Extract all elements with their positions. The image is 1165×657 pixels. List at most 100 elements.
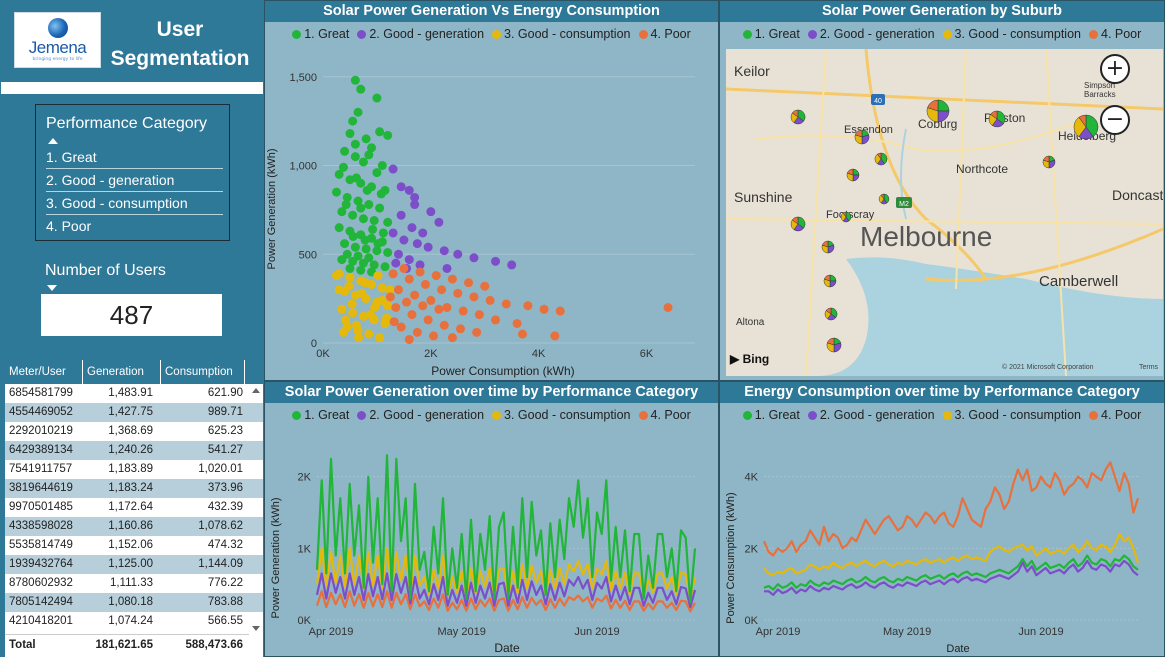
pie-slice[interactable] (852, 174, 860, 182)
slicer-item-good-generation[interactable]: 2. Good - generation (46, 169, 223, 192)
scatter-point[interactable] (393, 249, 403, 259)
pie-slice[interactable] (1042, 155, 1050, 163)
scatter-point[interactable] (372, 168, 382, 178)
suburb-pie[interactable] (1042, 155, 1056, 169)
scatter-point[interactable] (404, 274, 414, 284)
pie-slice[interactable] (1078, 114, 1087, 128)
scatter-chart[interactable]: Power Generation (kWh) Power Consumption… (265, 49, 718, 379)
pie-slice[interactable] (852, 168, 860, 176)
legend-item[interactable]: 4. Poor (638, 408, 691, 422)
scatter-point[interactable] (439, 320, 449, 330)
zoom-in-button[interactable]: + (1100, 54, 1130, 84)
suburb-pie[interactable] (790, 216, 806, 232)
scatter-point[interactable] (350, 139, 360, 149)
scatter-point[interactable] (345, 272, 355, 282)
scatter-point[interactable] (388, 228, 398, 238)
suburb-pie[interactable] (878, 193, 890, 205)
scatter-point[interactable] (377, 161, 387, 170)
scatter-point[interactable] (373, 271, 383, 281)
table-row[interactable]: 7541911757 1,183.89 1,020.01 (5, 460, 263, 479)
scatter-point[interactable] (369, 216, 379, 226)
scatter-point[interactable] (380, 262, 390, 272)
table-row[interactable]: 8780602932 1,111.33 776.22 (5, 574, 263, 593)
scatter-point[interactable] (348, 210, 358, 220)
table-row[interactable]: 1939432764 1,125.00 1,144.09 (5, 555, 263, 574)
legend-item[interactable]: 2. Good - generation (357, 408, 484, 422)
series-line[interactable] (315, 454, 697, 604)
scatter-point[interactable] (439, 246, 449, 256)
scatter-point[interactable] (469, 292, 479, 302)
scatter-point[interactable] (426, 295, 436, 305)
scatter-point[interactable] (404, 185, 414, 195)
suburb-pie[interactable] (1073, 114, 1099, 140)
scatter-point[interactable] (410, 200, 420, 210)
scatter-point[interactable] (418, 301, 428, 311)
scatter-point[interactable] (353, 196, 363, 206)
column-header-meter[interactable]: Meter/User (5, 360, 83, 384)
scatter-point[interactable] (357, 288, 367, 298)
scatter-point[interactable] (340, 239, 350, 249)
slicer-item-good-consumption[interactable]: 3. Good - consumption (46, 192, 223, 215)
scatter-point[interactable] (368, 224, 378, 234)
pie-slice[interactable] (854, 129, 863, 138)
scatter-point[interactable] (338, 327, 348, 337)
scatter-point[interactable] (437, 285, 447, 295)
scatter-point[interactable] (447, 274, 457, 284)
scatter-point[interactable] (358, 214, 368, 224)
suburb-pie[interactable] (826, 337, 842, 353)
zoom-out-button[interactable]: − (1100, 105, 1130, 135)
pie-slice[interactable] (880, 193, 885, 200)
scatter-point[interactable] (383, 247, 393, 257)
scatter-point[interactable] (361, 244, 371, 254)
slicer-item-great[interactable]: 1. Great (46, 146, 223, 169)
scatter-point[interactable] (393, 285, 403, 295)
legend-item[interactable]: 2. Good - generation (357, 27, 484, 41)
scatter-point[interactable] (517, 329, 527, 339)
suburb-map[interactable]: 40 M2 Keilor Essendon Coburg Preston Hei… (726, 49, 1163, 376)
scatter-point[interactable] (351, 173, 361, 183)
pie-slice[interactable] (927, 99, 939, 112)
pie-slice[interactable] (937, 99, 950, 112)
scatter-point[interactable] (399, 235, 409, 245)
scatter-point[interactable] (354, 333, 364, 343)
suburb-pie[interactable] (874, 152, 888, 166)
scatter-point[interactable] (455, 324, 465, 334)
scatter-point[interactable] (350, 152, 360, 162)
table-row[interactable]: 7805142494 1,080.18 783.88 (5, 593, 263, 612)
scatter-point[interactable] (485, 295, 495, 305)
scatter-point[interactable] (501, 299, 511, 309)
legend-item[interactable]: 1. Great (292, 408, 349, 422)
suburb-pie[interactable] (988, 110, 1006, 128)
table-row[interactable]: 4554469052 1,427.75 989.71 (5, 403, 263, 422)
pie-slice[interactable] (1085, 114, 1099, 138)
scatter-point[interactable] (337, 207, 347, 217)
scatter-point[interactable] (345, 129, 355, 139)
scatter-point[interactable] (453, 288, 463, 298)
series-line[interactable] (315, 572, 697, 609)
scatter-point[interactable] (404, 255, 414, 265)
pie-slice[interactable] (829, 274, 837, 282)
scatter-point[interactable] (372, 93, 382, 103)
scatter-point[interactable] (472, 327, 482, 337)
scatter-point[interactable] (378, 228, 388, 238)
scatter-point[interactable] (358, 157, 368, 167)
suburb-pie[interactable] (821, 240, 835, 254)
scatter-point[interactable] (347, 299, 357, 309)
table-row[interactable]: 6429389134 1,240.26 541.27 (5, 441, 263, 460)
legend-item[interactable]: 4. Poor (1089, 408, 1141, 422)
suburb-pie[interactable] (846, 168, 860, 182)
scatter-point[interactable] (396, 322, 406, 332)
series-line[interactable] (764, 559, 1139, 596)
scatter-point[interactable] (469, 253, 479, 263)
legend-item[interactable]: 1. Great (292, 27, 349, 41)
scatter-point[interactable] (523, 301, 533, 311)
scatter-point[interactable] (412, 239, 422, 249)
legend-item[interactable]: 3. Good - consumption (942, 27, 1081, 41)
scatter-point[interactable] (364, 200, 374, 210)
scatter-point[interactable] (389, 317, 399, 327)
suburb-pie[interactable] (790, 109, 806, 125)
column-header-generation[interactable]: Generation (83, 360, 161, 384)
suburb-pie[interactable] (926, 99, 950, 123)
scatter-point[interactable] (348, 308, 358, 318)
slicer-item-poor[interactable]: 4. Poor (46, 218, 92, 234)
